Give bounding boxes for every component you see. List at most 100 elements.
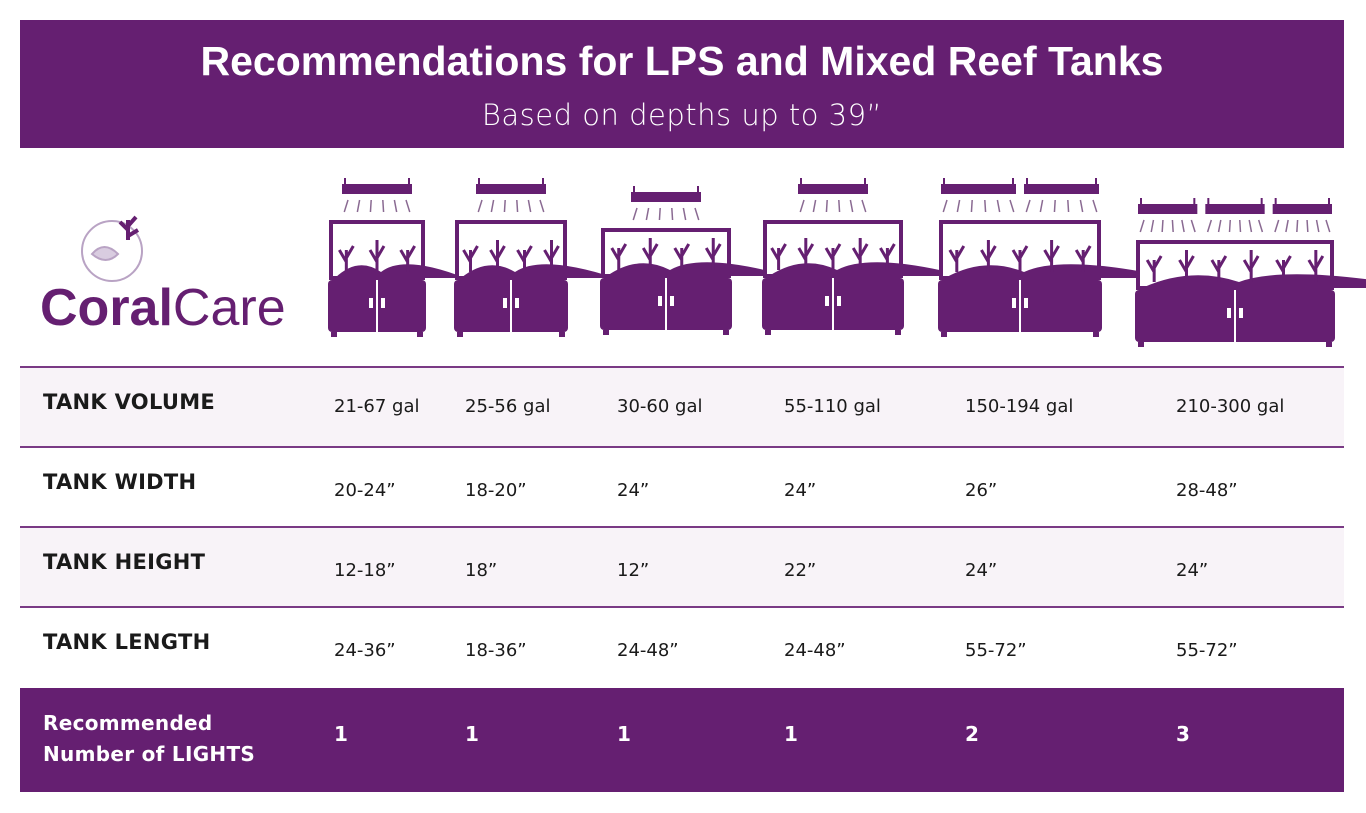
light-ray — [1238, 219, 1242, 233]
light-ray — [1190, 219, 1196, 233]
cell: 55-72” — [965, 640, 1027, 661]
light-ray — [1039, 199, 1044, 213]
light-ray — [490, 199, 495, 213]
light-ray — [356, 199, 361, 213]
coral — [851, 238, 869, 270]
cell: 24-48” — [784, 640, 846, 661]
cell: 24-48” — [617, 640, 679, 661]
light-ray — [1171, 219, 1174, 233]
rocks — [335, 264, 465, 278]
row-label: TANK WIDTH — [43, 470, 197, 494]
light-ray — [1315, 219, 1320, 233]
tank — [328, 178, 465, 337]
cell: 2 — [965, 722, 979, 746]
coral — [948, 245, 966, 272]
light-ray — [1181, 219, 1185, 233]
coral — [1043, 240, 1060, 272]
coral — [980, 240, 997, 272]
leg — [559, 332, 565, 337]
light-fixture — [631, 192, 701, 202]
coral — [368, 240, 386, 272]
leg — [457, 332, 463, 337]
leg — [1138, 342, 1144, 347]
light-ray — [539, 199, 545, 213]
light-fixture — [1024, 184, 1099, 194]
cell: 24-36” — [334, 640, 396, 661]
cell: 18” — [465, 560, 498, 581]
light-ray — [393, 199, 398, 213]
leg — [723, 330, 729, 335]
coral — [673, 243, 691, 270]
light-ray — [1248, 219, 1253, 233]
coral — [1178, 250, 1195, 282]
light-ray — [1285, 219, 1289, 233]
light-ray — [405, 199, 411, 213]
light-ray — [503, 199, 506, 213]
cell: 12-18” — [334, 560, 396, 581]
coral — [770, 243, 787, 270]
row-label: TANK VOLUME — [43, 390, 216, 414]
handle — [825, 296, 829, 306]
rocks — [461, 264, 615, 278]
coral — [1074, 245, 1092, 272]
logo: CoralCare — [40, 279, 286, 337]
leg — [417, 332, 423, 337]
subtitle: Based on depths up to 39” — [481, 98, 883, 132]
light-fixture — [798, 184, 868, 194]
cell: 150-194 gal — [965, 396, 1074, 417]
light-fixture — [1138, 204, 1198, 214]
cell: 210-300 gal — [1176, 396, 1285, 417]
coral — [338, 245, 355, 272]
coral — [543, 240, 560, 272]
light-ray — [861, 199, 867, 213]
tank-glass — [455, 220, 567, 280]
tank — [938, 178, 1174, 337]
rocks — [607, 262, 788, 276]
light-ray — [369, 199, 372, 213]
coral — [1011, 245, 1029, 272]
coral — [1242, 250, 1260, 282]
light-ray — [1274, 219, 1280, 233]
light-ray — [1009, 199, 1015, 213]
logo-emblem — [81, 215, 143, 282]
light-ray — [343, 199, 349, 213]
handle — [670, 296, 674, 306]
light-ray — [799, 199, 805, 213]
coral — [879, 243, 896, 270]
light-ray — [382, 199, 385, 213]
logo-bold: Coral — [40, 279, 173, 337]
coral — [610, 243, 628, 270]
light-ray — [1067, 199, 1070, 213]
tank-illustrations: CoralCare — [40, 178, 1366, 347]
coral — [516, 245, 533, 272]
light-ray — [956, 199, 961, 213]
cell: 3 — [1176, 722, 1190, 746]
light-ray — [984, 199, 987, 213]
light-fixture — [1205, 204, 1265, 214]
lights — [342, 178, 412, 213]
row-label: TANK LENGTH — [43, 630, 211, 654]
light-ray — [1257, 219, 1264, 233]
row-label: Recommended Number of LIGHTS — [43, 711, 256, 766]
lights — [631, 186, 701, 221]
cell: 18-36” — [465, 640, 527, 661]
handle — [658, 296, 662, 306]
light-ray — [632, 207, 638, 221]
cell: 20-24” — [334, 480, 396, 501]
light-ray — [942, 199, 948, 213]
row-label: TANK HEIGHT — [43, 550, 206, 574]
light-ray — [812, 199, 817, 213]
light-ray — [1150, 219, 1155, 233]
coral — [1210, 255, 1228, 282]
light-ray — [516, 199, 519, 213]
cell: 28-48” — [1176, 480, 1238, 501]
light-ray — [1296, 219, 1299, 233]
lights — [941, 178, 1099, 213]
light-ray — [1079, 199, 1084, 213]
tank — [762, 178, 965, 335]
leg — [1093, 332, 1099, 337]
handle — [1227, 308, 1231, 318]
table-row: TANK WIDTH 20-24” 18-20” 24” 24” 26” 28-48” — [20, 446, 1344, 527]
